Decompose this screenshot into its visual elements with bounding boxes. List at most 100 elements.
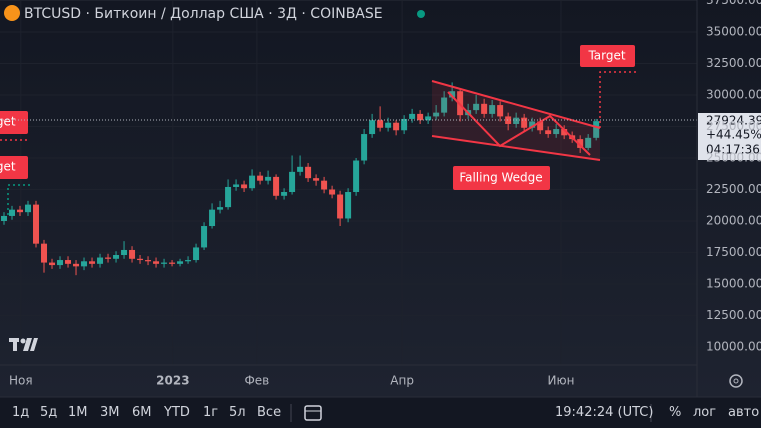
toolbar-button[interactable]: лог (693, 405, 717, 420)
candle-body (529, 121, 536, 128)
y-tick-label: 10000.00 (706, 339, 761, 353)
toolbar-button[interactable]: % (669, 405, 682, 420)
annotation: Target (0, 115, 16, 129)
toolbar-button[interactable]: Все (257, 405, 282, 420)
candle-body (25, 204, 32, 213)
target-line (599, 71, 637, 128)
candles (1, 82, 600, 276)
candle-body (281, 192, 288, 196)
wedge-line (431, 135, 601, 161)
candle-body (321, 180, 328, 190)
candle-body (209, 209, 216, 227)
candle-body (329, 189, 336, 195)
candle-body (361, 134, 368, 161)
candle-body (9, 209, 16, 216)
toolbar-button[interactable]: 5д (40, 405, 58, 420)
y-tick-label: 37500.00 (706, 0, 761, 7)
settings-icon[interactable] (729, 374, 743, 388)
toolbar-button[interactable]: авто (728, 405, 760, 420)
candle-body (41, 243, 48, 263)
candle-body (257, 175, 264, 181)
toolbar-button[interactable]: YTD (164, 405, 190, 420)
candle-body (345, 192, 352, 219)
candle-body (337, 194, 344, 219)
candle-body (49, 262, 56, 266)
target-box (580, 45, 635, 67)
candle-body (449, 91, 456, 98)
y-tick-label: 27500.00 (706, 119, 761, 133)
x-tick-label: Июн (547, 374, 574, 388)
toolbar-button: 19:42:24 (UTC) (555, 405, 654, 420)
candle-body (113, 255, 120, 259)
candle-body (265, 176, 272, 181)
candle-body (513, 117, 520, 124)
candle-body (185, 260, 192, 262)
logo (9, 338, 38, 351)
annotation: Falling Wedge (459, 171, 542, 185)
chart-background (0, 0, 761, 397)
candle-body (377, 120, 384, 128)
candle-body (33, 204, 40, 244)
wedge-label-box (453, 166, 550, 190)
candle-body (433, 112, 440, 117)
candle-body (57, 260, 64, 266)
candle-body (233, 184, 240, 187)
y-tick-label: 32500.00 (706, 56, 761, 70)
candle-body (73, 263, 80, 267)
wedge-zigzag (447, 91, 591, 156)
candle-body (17, 209, 24, 213)
candle-body (249, 175, 256, 189)
y-tick-label: 22500.00 (706, 182, 761, 196)
candle-body (153, 261, 160, 264)
candle-body (409, 113, 416, 119)
candle-body (305, 166, 312, 179)
y-tick-label: 15000.00 (706, 276, 761, 290)
y-tick-label: 20000.00 (706, 213, 761, 227)
last-price: 27924.39 (706, 114, 761, 128)
candle-body (137, 258, 144, 261)
toolbar-button[interactable]: 1д (12, 405, 30, 420)
candle-body (537, 121, 544, 131)
date-range-button[interactable] (304, 405, 322, 421)
candle-body (289, 171, 296, 193)
candle-body (297, 166, 304, 172)
candle-body (273, 176, 280, 196)
candle-body (353, 160, 360, 193)
x-tick-label: 2023 (156, 374, 189, 388)
toolbar-button[interactable]: 1М (68, 405, 88, 420)
candle-body (481, 103, 488, 114)
candle-body (497, 105, 504, 117)
candle-body (369, 120, 376, 135)
market-status (417, 10, 425, 18)
toolbar-button[interactable]: 3М (100, 405, 120, 420)
annotation: Target (0, 160, 16, 174)
y-tick-label: 35000.00 (706, 25, 761, 39)
toolbar-button[interactable]: 5л (229, 405, 246, 420)
candle-body (241, 184, 248, 189)
candle-body (161, 262, 168, 264)
x-tick-label: Апр (390, 374, 414, 388)
candle-body (489, 105, 496, 114)
candle-body (145, 260, 152, 262)
symbol-icon (4, 5, 20, 21)
candle-body (217, 207, 224, 210)
y-tick-label: 17500.00 (706, 245, 761, 259)
last-change: +44.45% (706, 128, 761, 142)
candle-body (577, 139, 584, 148)
toolbar-button[interactable]: 6М (132, 405, 152, 420)
candle-body (553, 129, 560, 135)
price-box (698, 113, 761, 160)
candle-body (425, 116, 432, 121)
chart-title: BTCUSD · Биткоин / Доллар США · 3Д · COI… (24, 6, 383, 22)
candle-body (169, 262, 176, 264)
candle-body (121, 249, 128, 256)
candle-body (225, 186, 232, 208)
candle-body (561, 129, 568, 136)
target-box (0, 156, 28, 179)
candle-body (1, 215, 8, 221)
candle-body (593, 121, 600, 138)
candle-body (585, 137, 592, 148)
toolbar-button[interactable]: 1г (203, 405, 219, 420)
candle-body (441, 97, 448, 113)
